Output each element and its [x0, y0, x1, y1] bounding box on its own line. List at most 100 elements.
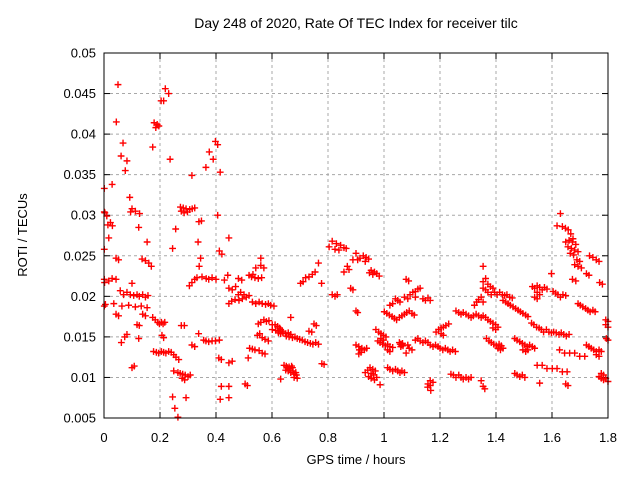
data-point — [174, 413, 182, 421]
data-point — [245, 292, 253, 299]
data-point — [119, 139, 127, 147]
data-point — [110, 300, 118, 308]
data-point — [424, 383, 432, 391]
data-point — [194, 238, 202, 246]
data-point — [328, 237, 336, 245]
data-point — [261, 350, 269, 358]
data-point — [363, 344, 371, 352]
data-point — [225, 382, 233, 390]
data-point — [397, 340, 405, 348]
data-point — [297, 279, 304, 287]
data-point — [404, 295, 412, 303]
data-point — [586, 252, 593, 260]
data-point — [396, 298, 404, 306]
data-point — [571, 349, 579, 357]
tick-labels: 0 0.2 0.4 0.6 0.8 1 1.2 1.4 1.6 1.8 0.005 0.01 0.015… — [63, 46, 617, 446]
data-point — [386, 301, 394, 309]
data-point — [149, 143, 157, 151]
data-point — [553, 365, 561, 372]
data-point — [290, 374, 298, 381]
grid-lines — [104, 53, 608, 418]
data-point — [180, 209, 188, 217]
data-point — [548, 270, 555, 278]
data-point — [361, 258, 369, 265]
axis-ticks — [103, 52, 609, 419]
data-point — [576, 258, 584, 265]
data-point — [257, 254, 265, 262]
data-point — [108, 181, 116, 188]
data-point — [249, 298, 256, 306]
data-point — [565, 236, 573, 244]
data-point — [524, 313, 532, 321]
data-point — [115, 256, 122, 264]
x-tick-label: 1 — [380, 430, 387, 445]
data-point — [581, 352, 589, 360]
data-point — [243, 382, 251, 389]
y-tick-label: 0.005 — [63, 411, 96, 426]
data-point — [142, 312, 149, 320]
data-point — [285, 333, 293, 341]
data-point — [333, 291, 341, 299]
data-point — [536, 379, 544, 387]
data-point — [135, 335, 143, 342]
data-point — [585, 271, 593, 279]
data-point — [508, 294, 516, 302]
data-point — [308, 328, 316, 336]
data-point — [366, 269, 373, 277]
data-point — [564, 382, 572, 389]
data-point — [172, 225, 180, 233]
y-tick-label: 0.025 — [63, 248, 96, 263]
data-point — [161, 318, 169, 326]
data-point — [118, 302, 126, 310]
data-point — [135, 322, 143, 329]
data-point — [228, 286, 236, 294]
y-tick-label: 0.045 — [63, 86, 96, 101]
data-point — [228, 357, 236, 365]
data-point — [216, 395, 224, 403]
data-point — [562, 238, 570, 246]
data-point — [572, 277, 580, 285]
data-point — [352, 249, 360, 257]
data-point — [410, 311, 418, 319]
data-point — [349, 286, 357, 294]
data-point — [143, 238, 151, 246]
x-tick-label: 1.6 — [543, 430, 561, 445]
data-point — [599, 280, 606, 288]
data-point — [197, 254, 204, 262]
data-point — [340, 268, 348, 276]
data-point — [218, 250, 226, 258]
y-tick-label: 0.04 — [71, 127, 96, 142]
data-point — [481, 385, 489, 393]
data-point — [411, 293, 419, 301]
data-point — [354, 256, 362, 264]
data-point — [135, 223, 143, 231]
data-point — [254, 275, 262, 282]
data-point — [114, 81, 122, 89]
data-point — [214, 141, 222, 149]
chart-title: Day 248 of 2020, Rate Of TEC Index for r… — [194, 15, 517, 31]
data-point — [445, 320, 453, 328]
data-point — [214, 211, 222, 219]
data-point — [160, 97, 168, 105]
data-point — [538, 361, 546, 369]
data-points — [100, 81, 612, 421]
y-tick-label: 0.01 — [71, 370, 96, 385]
data-point — [373, 374, 381, 381]
data-point — [205, 338, 213, 346]
data-point — [331, 245, 339, 253]
data-point — [198, 273, 206, 281]
data-point — [401, 369, 408, 376]
data-point — [115, 312, 122, 320]
data-point — [112, 118, 120, 126]
data-point — [225, 300, 233, 308]
data-point — [361, 369, 369, 376]
data-point — [524, 346, 532, 354]
data-point — [104, 221, 112, 229]
data-point — [562, 292, 570, 299]
data-point — [143, 304, 151, 312]
data-point — [312, 322, 320, 329]
data-point — [166, 155, 174, 163]
data-point — [125, 301, 133, 309]
data-point — [251, 274, 259, 282]
x-tick-label: 0.2 — [151, 430, 169, 445]
